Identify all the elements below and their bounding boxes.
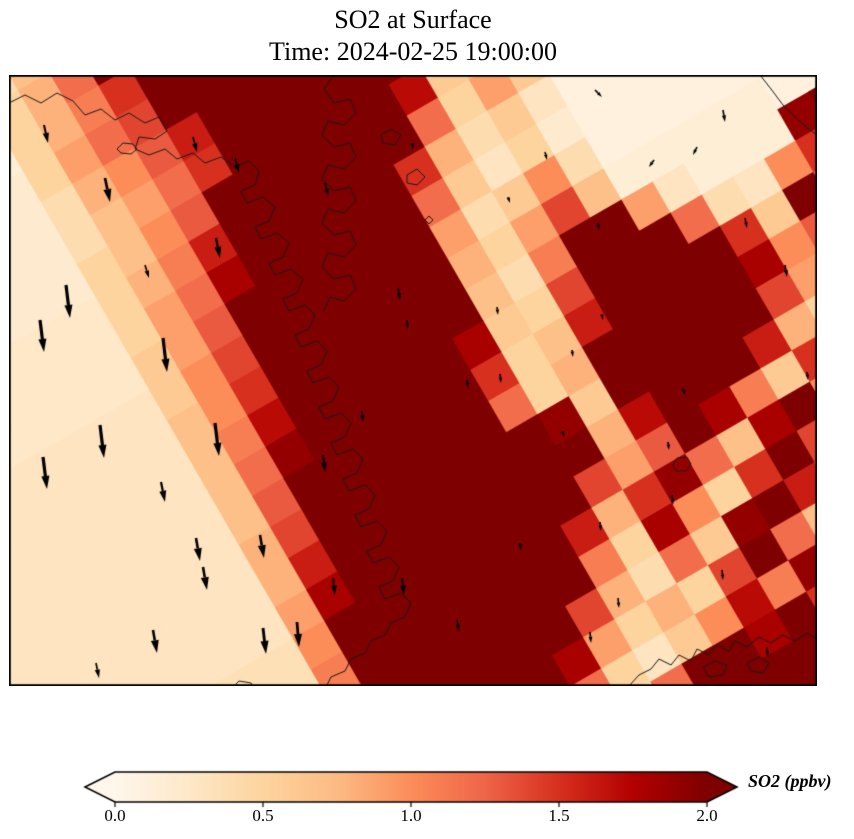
- colorbar-tick-2.0: 2.0: [696, 806, 718, 825]
- chart-subtitle-time: Time: 2024-02-25 19:00:00: [269, 37, 557, 66]
- chart-title: SO2 at Surface: [334, 5, 492, 34]
- so2-heatmap-map-canvas: [9, 75, 817, 686]
- colorbar-tick-1.0: 1.0: [400, 806, 422, 825]
- colorbar-tick-1.5: 1.5: [548, 806, 570, 825]
- colorbar-tick-0.0: 0.0: [104, 806, 126, 825]
- colorbar-tick-labels: 0.0 0.5 1.0 1.5 2.0: [0, 806, 854, 830]
- colorbar-canvas: [80, 768, 760, 810]
- title-block: SO2 at Surface Time: 2024-02-25 19:00:00: [9, 4, 817, 68]
- colorbar-tick-0.5: 0.5: [252, 806, 274, 825]
- colorbar-label: SO2 (ppbv): [748, 771, 832, 791]
